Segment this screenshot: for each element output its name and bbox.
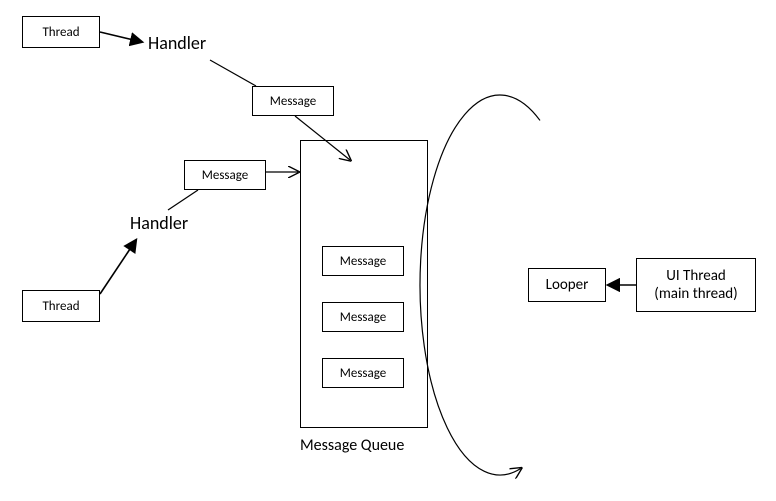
looper-box: Looper: [528, 268, 606, 302]
thread-label-2: Thread: [42, 299, 79, 314]
ui-thread-box: UI Thread (main thread): [636, 258, 756, 312]
thread-box-2: Thread: [22, 290, 100, 322]
ui-thread-label: UI Thread (main thread): [654, 267, 737, 303]
handler-label-2: Handler: [130, 212, 220, 236]
message-queue-label: Message Queue: [300, 436, 440, 460]
queue-message-2: Message: [322, 302, 404, 332]
message-box-left: Message: [184, 160, 266, 190]
handler-label-1: Handler: [148, 32, 238, 56]
queue-message-1: Message: [322, 246, 404, 276]
thread-label-1: Thread: [42, 25, 79, 40]
thread-box-1: Thread: [22, 16, 100, 48]
message-box-top: Message: [252, 86, 334, 116]
queue-message-3: Message: [322, 358, 404, 388]
